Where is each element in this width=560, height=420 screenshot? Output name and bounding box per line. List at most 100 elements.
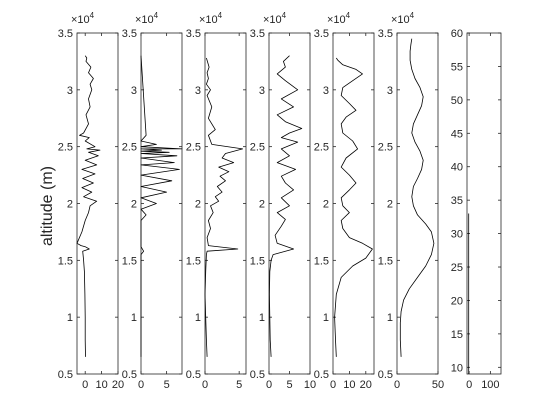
x-tick-label: 5: [286, 379, 292, 391]
chart-panel-2: 0.5 1 1.5 2 2.5 3 3.5 0 5 ×104: [122, 11, 183, 391]
chart-panel-4: 0.5 1 1.5 2 2.5 3 3.5 0 5 10 ×104: [250, 11, 316, 391]
y-tick-label: 40: [451, 162, 463, 174]
y-tick-label: 0.5: [186, 369, 201, 381]
y-tick-label: 3: [195, 85, 201, 97]
y-tick-label: 1: [259, 312, 265, 324]
y-tick-label: 1: [387, 312, 393, 324]
y-tick-label: 2.5: [58, 142, 73, 154]
exponent-superscript: 4: [154, 11, 159, 20]
y-tick-label: 3.5: [314, 28, 329, 40]
x-tick-label: 100: [481, 379, 499, 391]
y-tick-label: 1.5: [378, 255, 393, 267]
axes-frame: [140, 32, 183, 375]
y-tick-label: 2.5: [378, 142, 393, 154]
y-tick-label: 0.5: [58, 369, 73, 381]
chart-panel-6: 0.5 1 1.5 2 2.5 3 3.5 0 50 ×104: [378, 11, 444, 391]
y-tick-label: 55: [451, 61, 463, 73]
axes-frame: [268, 32, 311, 375]
chart-panel-3: 0.5 1 1.5 2 2.5 3 3.5 0 5 ×104: [186, 11, 247, 391]
y-tick-label: 1.5: [186, 255, 201, 267]
x-tick-label: 20: [360, 379, 372, 391]
exponent-superscript: 4: [282, 11, 287, 20]
y-tick-label: 2: [259, 199, 265, 211]
series-line: [76, 55, 101, 357]
y-tick-label: 50: [451, 95, 463, 107]
y-tick-label: 0.5: [122, 369, 137, 381]
series-line: [268, 55, 303, 357]
y-tick-label: 2.5: [186, 142, 201, 154]
y-tick-label: 3: [67, 85, 73, 97]
y-exponent-label: ×104: [263, 11, 287, 26]
y-tick-label: 3.5: [58, 28, 73, 40]
y-tick-label: 3: [259, 85, 265, 97]
exponent-superscript: 4: [410, 11, 415, 20]
series-line: [399, 38, 435, 357]
y-tick-label: 25: [451, 262, 463, 274]
y-tick-label: 1.5: [314, 255, 329, 267]
x-tick-label: 0: [466, 379, 472, 391]
y-tick-label: 2.5: [122, 142, 137, 154]
x-tick-label: 20: [112, 379, 124, 391]
y-tick-label: 3.5: [122, 28, 137, 40]
series-line: [204, 57, 244, 357]
x-tick-label: 0: [82, 379, 88, 391]
y-tick-label: 0.5: [314, 369, 329, 381]
y-tick-label: 2: [195, 199, 201, 211]
chart-panel-7: 10 15 20 25 30 35 40 45 50 55 60 0 100: [451, 28, 502, 391]
y-tick-label: 1: [67, 312, 73, 324]
y-exponent-label: ×104: [391, 11, 415, 26]
panel-group: 0.511.522.533.50 10 20×1040.511.522.533.50…: [58, 11, 502, 391]
y-tick-label: 3: [387, 85, 393, 97]
y-tick-label: 0.5: [250, 369, 265, 381]
y-tick-label: 2: [67, 199, 73, 211]
x-tick-label: 0: [330, 379, 336, 391]
x-tick-label: 0: [266, 379, 272, 391]
axes-frame: [466, 32, 502, 375]
y-tick-label: 15: [451, 329, 463, 341]
y-tick-label: 0.5: [378, 369, 393, 381]
exponent-superscript: 4: [218, 11, 223, 20]
y-exponent-label: ×104: [135, 11, 159, 26]
y-tick-label: 45: [451, 128, 463, 140]
axes-frame: [204, 32, 247, 375]
y-tick-label: 3: [131, 85, 137, 97]
x-tick-label: 5: [236, 379, 242, 391]
series-line: [334, 57, 373, 357]
y-tick-label: 2: [387, 199, 393, 211]
y-tick-label: 2: [131, 199, 137, 211]
y-tick-label: 3.5: [186, 28, 201, 40]
y-exponent-label: ×104: [327, 11, 351, 26]
y-tick-label: 10: [451, 362, 463, 374]
y-tick-label: 1: [323, 312, 329, 324]
y-tick-label: 1.5: [122, 255, 137, 267]
y-tick-label: 1: [195, 312, 201, 324]
x-tick-label: 0: [202, 379, 208, 391]
y-tick-label: 3.5: [378, 28, 393, 40]
series-line: [140, 55, 183, 357]
y-tick-label: 1.5: [250, 255, 265, 267]
y-tick-label: 60: [451, 28, 463, 40]
y-tick-label: 2.5: [250, 142, 265, 154]
y-exponent-label: ×104: [199, 11, 223, 26]
exponent-superscript: 4: [346, 11, 351, 20]
exponent-superscript: 4: [90, 11, 95, 20]
y-tick-label: 3: [323, 85, 329, 97]
x-tick-label: 10: [343, 379, 355, 391]
x-tick-label: 10: [304, 379, 316, 391]
y-tick-label: 1: [131, 312, 137, 324]
axes-frame: [332, 32, 375, 375]
x-tick-label: 0: [138, 379, 144, 391]
y-tick-label: 3.5: [250, 28, 265, 40]
x-tick-label: 10: [95, 379, 107, 391]
y-tick-label: 20: [451, 295, 463, 307]
y-exponent-label: ×104: [71, 11, 95, 26]
y-tick-label: 30: [451, 229, 463, 241]
x-tick-label: 0: [394, 379, 400, 391]
x-tick-label: 50: [432, 379, 444, 391]
chart-panel-1: 0.5 1 1.5 2 2.5 3 3.5 0 10 20 ×104: [58, 11, 124, 391]
chart-panel-5: 0.5 1 1.5 2 2.5 3 3.5 0 10 20 ×104: [314, 11, 375, 391]
y-axis-label: altitude (m): [39, 166, 56, 246]
y-tick-label: 35: [451, 195, 463, 207]
